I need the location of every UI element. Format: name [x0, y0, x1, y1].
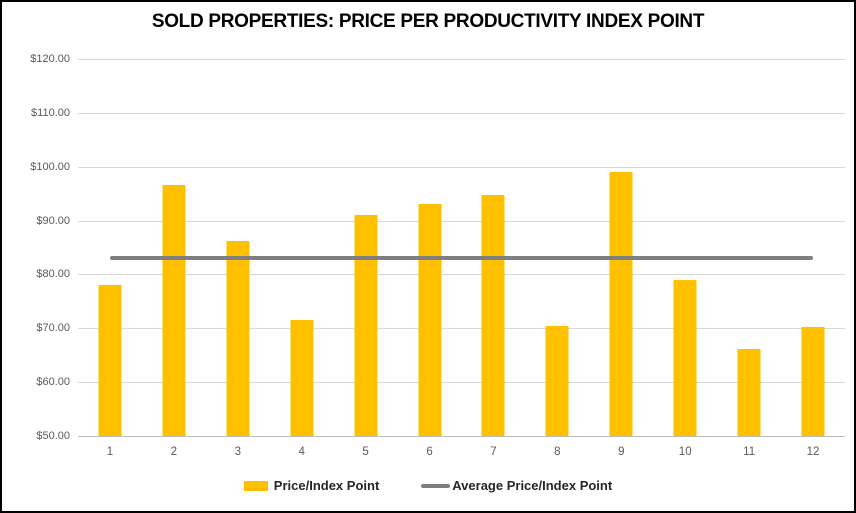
x-axis-tick-label: 5: [362, 446, 369, 458]
bar-category-2: [162, 184, 186, 436]
plot-area: [78, 59, 845, 437]
x-axis-line: [78, 436, 845, 437]
bar-category-7: [481, 194, 505, 436]
y-axis-tick-label: $80.00: [36, 268, 70, 281]
chart-title: SOLD PROPERTIES: PRICE PER PRODUCTIVITY …: [151, 11, 705, 32]
legend-item-price: Price/Index Point: [243, 478, 380, 493]
x-axis-tick-label: 4: [298, 446, 305, 458]
legend: Price/Index Point Average Price/Index Po…: [2, 478, 854, 493]
bar-category-6: [418, 204, 442, 436]
bar-category-9: [609, 172, 633, 436]
bar-category-12: [801, 326, 825, 436]
bar-category-3: [226, 241, 250, 436]
y-axis-tick-label: $50.00: [36, 430, 70, 442]
y-axis-tick-label: $100.00: [30, 160, 70, 173]
gridline: [78, 328, 845, 330]
bar-category-11: [737, 348, 761, 436]
gridline: [78, 220, 845, 222]
x-axis-tick-label: 1: [106, 446, 114, 458]
legend-item-average: Average Price/Index Point: [421, 478, 612, 493]
x-axis-tick-label: 2: [170, 446, 178, 458]
gridline: [78, 112, 845, 114]
x-axis-tick-label: 8: [554, 446, 561, 458]
x-axis-tick-label: 6: [426, 446, 433, 458]
legend-line-swatch-icon: [421, 483, 451, 488]
bar-category-1: [98, 285, 122, 436]
y-axis-tick-label: $70.00: [36, 322, 70, 335]
y-axis-tick-label: $60.00: [36, 376, 70, 389]
bar-category-8: [545, 326, 569, 436]
y-axis-tick-label: $90.00: [36, 214, 70, 227]
x-axis-tick-label: 7: [490, 446, 497, 458]
x-axis-tick-label: 10: [678, 446, 692, 458]
gridline: [78, 166, 845, 168]
legend-bar-swatch-icon: [243, 480, 268, 491]
gridline: [78, 59, 845, 60]
y-axis-tick-label: $110.00: [31, 106, 70, 119]
x-axis-tick-label: 3: [234, 446, 241, 458]
x-axis-tick-label: 9: [618, 446, 625, 458]
gridline: [78, 274, 845, 276]
y-axis-tick-label: $120.00: [30, 53, 70, 65]
x-axis-tick-label: 11: [743, 446, 756, 458]
bar-category-10: [673, 280, 697, 436]
legend-label-price: Price/Index Point: [273, 478, 380, 493]
gridline: [78, 382, 845, 384]
bar-category-5: [354, 215, 378, 436]
average-line: [109, 256, 814, 261]
x-axis: 1 2 3 4 5 6 7 8 9 10 11 12: [78, 446, 845, 462]
x-axis-tick-label: 12: [806, 446, 820, 458]
bar-category-4: [290, 320, 314, 436]
y-axis: $120.00 $110.00 $100.00 $90.00 $80.00 $70.00 $…: [2, 53, 70, 442]
legend-label-average: Average Price/Index Point: [452, 478, 613, 493]
